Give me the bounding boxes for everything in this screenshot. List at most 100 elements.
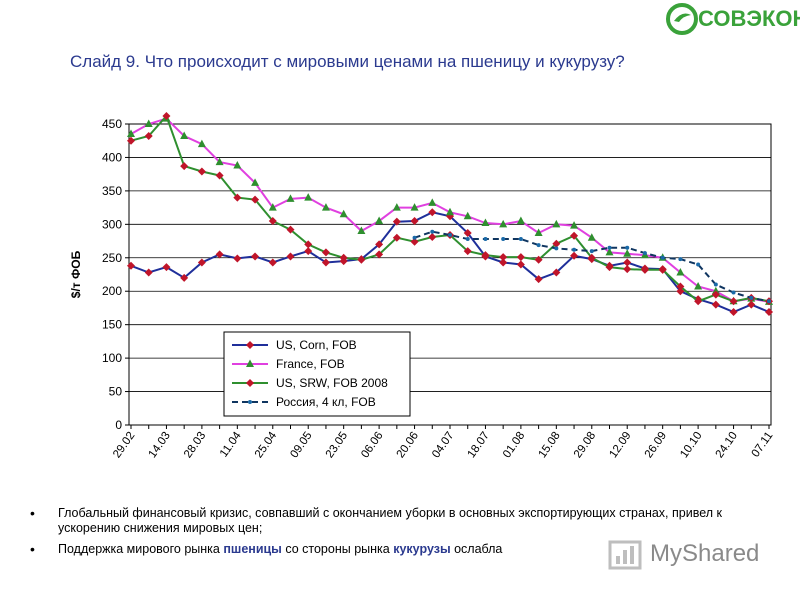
data-point-3: [465, 237, 470, 242]
data-point-2: [162, 111, 171, 120]
y-tick-label: 250: [102, 251, 122, 265]
y-tick-label: 350: [102, 184, 122, 198]
data-point-0: [747, 300, 756, 309]
bullet-dot-icon: •: [30, 505, 35, 521]
legend-marker-2: [246, 379, 254, 387]
data-point-2: [392, 233, 401, 242]
data-point-1: [286, 194, 295, 202]
data-point-2: [694, 297, 703, 306]
data-point-2: [729, 297, 738, 306]
data-point-0: [534, 275, 543, 284]
data-point-0: [711, 300, 720, 309]
data-point-0: [304, 247, 313, 256]
data-point-2: [410, 237, 419, 246]
data-point-1: [251, 178, 260, 186]
x-tick-label: 29.02: [111, 430, 137, 460]
data-point-1: [357, 226, 366, 235]
data-point-1: [304, 193, 313, 201]
watermark-logo-icon: [608, 540, 642, 570]
data-point-2: [180, 162, 189, 171]
data-point-2: [233, 193, 242, 202]
data-point-1: [570, 221, 579, 229]
y-tick-label: 100: [102, 351, 122, 365]
data-point-0: [410, 216, 419, 225]
data-point-2: [623, 265, 632, 274]
data-point-3: [607, 245, 612, 250]
data-point-2: [321, 248, 330, 257]
data-point-2: [711, 290, 720, 299]
data-point-3: [749, 295, 754, 300]
x-tick-label: 15.08: [536, 430, 562, 460]
logo-text: СОВЭКОН: [698, 6, 800, 31]
bullet-list: • Глобальный финансовый кризис, совпавши…: [30, 506, 770, 563]
y-tick-label: 0: [115, 418, 122, 432]
data-point-1: [534, 228, 543, 237]
data-point-0: [268, 258, 277, 267]
data-point-3: [713, 282, 718, 287]
x-tick-label: 29.08: [572, 430, 598, 460]
x-tick-label: 06.06: [359, 430, 385, 460]
data-point-1: [180, 131, 189, 140]
data-point-1: [711, 286, 720, 295]
x-tick-label: 07.11: [750, 430, 776, 460]
data-point-1: [215, 157, 224, 166]
x-tick-label: 09.05: [288, 430, 314, 460]
data-point-3: [518, 237, 523, 242]
data-point-0: [286, 252, 295, 261]
bullet-text-mid: со стороны рынка: [281, 542, 394, 556]
logo-circle-icon: [666, 3, 698, 35]
data-point-3: [660, 255, 665, 260]
data-point-3: [642, 251, 647, 256]
x-tick-label: 28.03: [182, 430, 208, 460]
bullet-text-pre: Поддержка мирового рынка: [58, 542, 224, 556]
legend-marker-1: [246, 359, 254, 367]
x-tick-label: 01.08: [501, 430, 527, 460]
data-point-0: [516, 260, 525, 269]
data-point-2: [127, 136, 135, 145]
data-point-2: [552, 239, 561, 248]
data-point-0: [623, 258, 632, 267]
x-tick-label: 24.10: [714, 430, 740, 460]
data-point-0: [162, 263, 171, 272]
data-point-0: [428, 208, 437, 217]
x-tick-label: 10.10: [678, 430, 704, 460]
y-tick-label: 300: [102, 217, 122, 231]
data-point-3: [625, 245, 630, 250]
data-point-3: [536, 243, 541, 248]
bullet-text-post: ослабла: [450, 542, 503, 556]
logo-leaf-icon: [674, 13, 691, 22]
data-point-1: [481, 218, 490, 226]
data-point-1: [463, 211, 472, 220]
data-point-3: [483, 237, 488, 242]
data-point-2: [268, 216, 277, 225]
y-tick-label: 50: [109, 385, 123, 399]
data-point-0: [197, 258, 206, 267]
data-point-1: [268, 203, 277, 211]
slide-title: Слайд 9. Что происходит с мировыми ценам…: [70, 52, 625, 71]
data-point-1: [428, 198, 437, 206]
data-point-3: [572, 247, 577, 252]
data-point-2: [587, 253, 596, 262]
data-point-2: [534, 255, 543, 264]
data-point-1: [375, 216, 384, 224]
data-point-0: [729, 307, 738, 316]
x-tick-label: 18.07: [466, 430, 492, 460]
data-point-2: [251, 195, 260, 204]
data-point-1: [446, 207, 454, 216]
x-tick-label: 14.03: [147, 430, 173, 460]
data-point-3: [678, 257, 683, 262]
data-point-1: [605, 247, 614, 256]
data-point-0: [765, 307, 773, 316]
x-tick-label: 25.04: [253, 429, 280, 460]
data-point-0: [570, 251, 579, 260]
data-point-1: [321, 203, 330, 211]
x-tick-label: 12.09: [607, 430, 633, 460]
data-point-0: [144, 268, 153, 277]
data-point-2: [605, 263, 614, 272]
data-point-0: [180, 273, 189, 282]
data-point-0: [321, 258, 330, 267]
data-point-3: [448, 233, 452, 238]
data-point-1: [127, 129, 135, 138]
data-point-1: [587, 233, 596, 241]
data-point-1: [233, 160, 242, 169]
